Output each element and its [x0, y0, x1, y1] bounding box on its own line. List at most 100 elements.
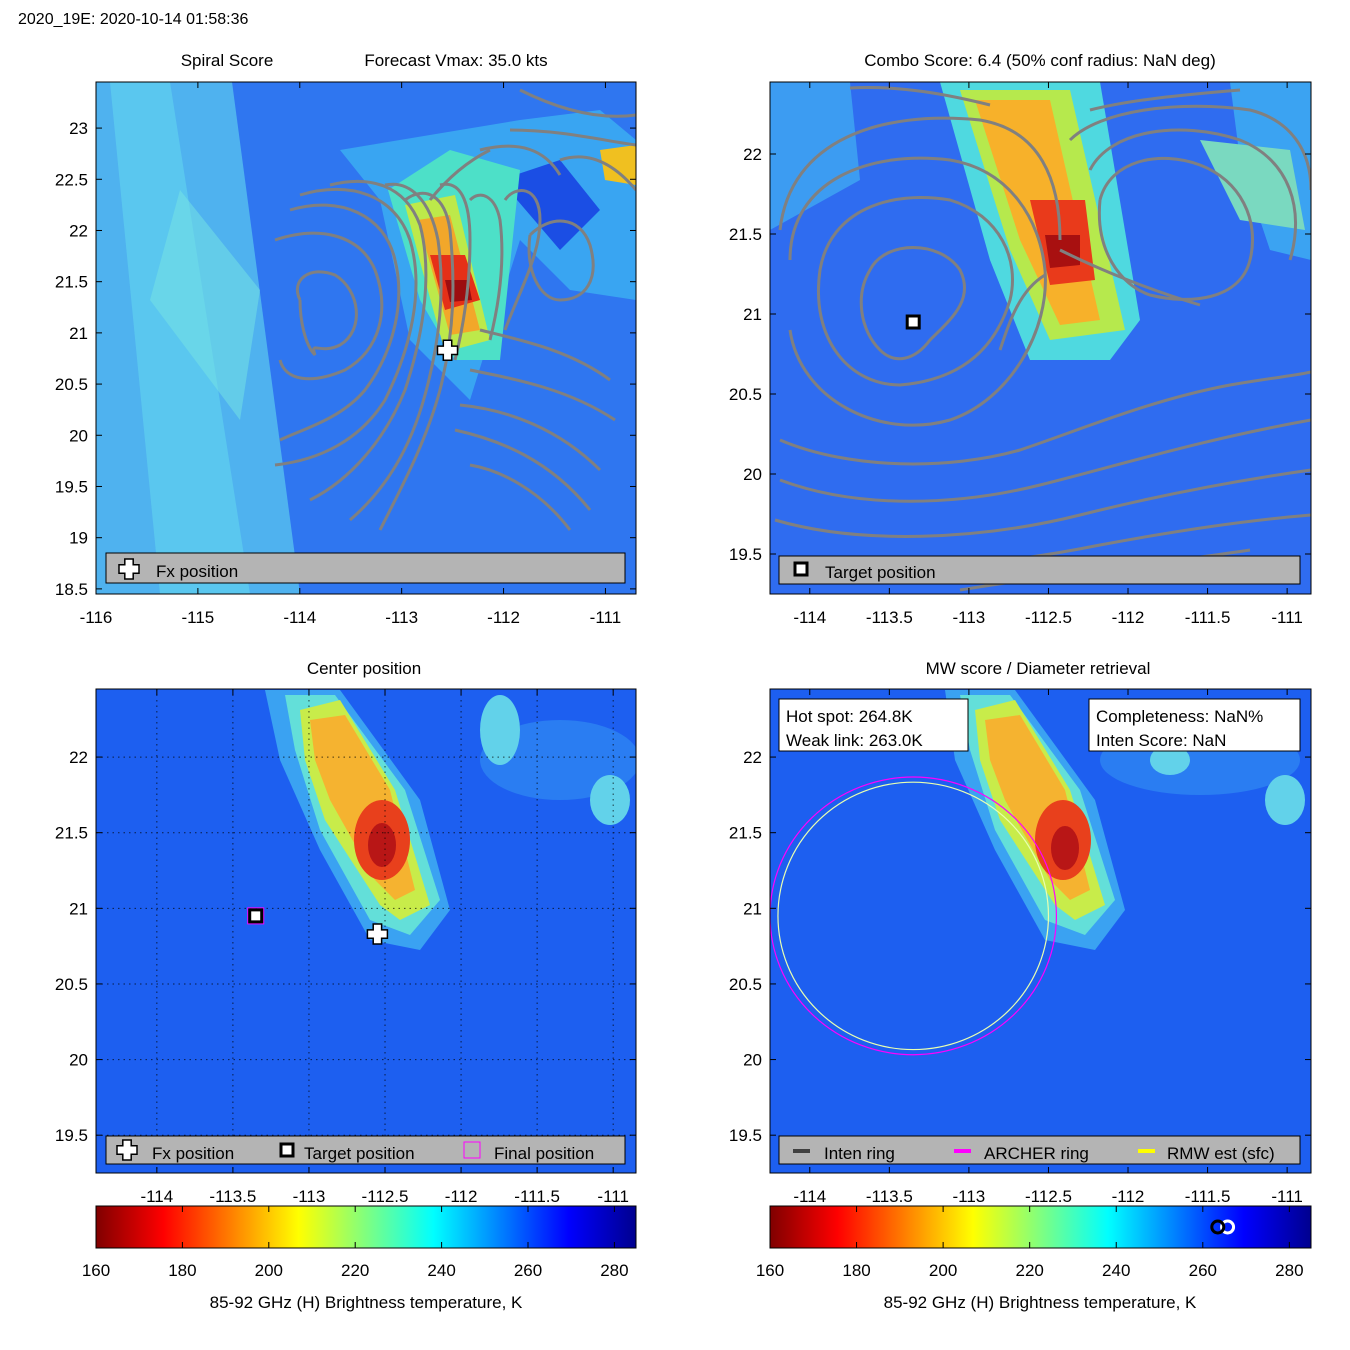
y-tick-label: 21: [69, 324, 88, 343]
center-legend-box: [105, 1135, 626, 1165]
y-tick-label: 18.5: [55, 580, 88, 599]
colorbar-tick-label: 220: [341, 1261, 369, 1280]
spiral-legend-fx-icon: [118, 558, 140, 580]
combo-contour-line: [849, 86, 991, 107]
mw-axes: -114 -113.5 -113 -112.5 -112 -111.5 -111 19.5 20…: [729, 689, 1311, 1206]
forecast-vmax-title: Forecast Vmax: 35.0 kts: [364, 51, 547, 70]
x-tick-label: -113.5: [866, 1187, 913, 1206]
y-tick-label: 20.5: [729, 975, 762, 994]
y-tick-label: 21.5: [55, 824, 88, 843]
colorbar-tick-label: 160: [82, 1261, 110, 1280]
legend-final-icon: [463, 1141, 481, 1159]
center-cyan-spot-right: [590, 775, 630, 825]
x-tick-label: -113.5: [866, 608, 913, 627]
combo-contour-line: [779, 370, 1311, 466]
target-square-marker: [248, 908, 264, 924]
mw-rings: [770, 776, 1057, 1056]
mw-hotspot-box: [778, 698, 969, 752]
spiral-title: Spiral Score: [181, 51, 274, 70]
colorbar-tick-label: 240: [1102, 1261, 1130, 1280]
mw-weak-link-label: Weak link: 263.0K: [786, 731, 923, 750]
combo-contour-line: [1088, 128, 1298, 261]
spiral-legend-fx-label: Fx position: [156, 562, 238, 581]
spiral-contour-line: [468, 193, 504, 341]
colorbar-right-gradient: [769, 1205, 1312, 1249]
colorbar-tick-label: 200: [929, 1261, 957, 1280]
spiral-contour-line: [428, 148, 491, 201]
x-tick-label: -111: [1271, 1187, 1303, 1206]
spiral-legend-box: [105, 552, 626, 584]
target-square-marker: [905, 314, 921, 330]
colorbar-left-label: 85-92 GHz (H) Brightness temperature, K: [210, 1293, 523, 1312]
mw-cyan-spot-top: [1150, 745, 1190, 775]
spiral-dry-band-inner: [150, 190, 260, 420]
combo-contour-line: [859, 246, 967, 361]
combo-light-area-left: [770, 82, 860, 230]
figure-title: 2020_19E: 2020-10-14 01:58:36: [18, 11, 249, 28]
x-tick-label: -112: [1112, 608, 1145, 627]
spiral-contour-line: [439, 182, 472, 361]
combo-light-green-right: [1200, 140, 1305, 230]
final-position-marker: [247, 907, 265, 925]
spiral-contour-line: [279, 203, 401, 442]
mw-completeness-box: [1088, 698, 1301, 752]
y-tick-label: 22: [743, 748, 762, 767]
combo-target-marker: [905, 314, 921, 330]
spiral-contour-line: [454, 428, 592, 511]
combo-contour-line: [774, 468, 1311, 538]
colorbar-left-ticks: 160 180 200 220 240 260 280: [82, 1206, 629, 1280]
center-legend-target-label: Target position: [304, 1144, 415, 1163]
center-axes-frame: [95, 688, 637, 1174]
fx-plus-marker: [366, 923, 389, 945]
x-tick-label: -114: [283, 608, 316, 627]
legend-plus-icon: [116, 1139, 138, 1161]
x-tick-label: -113: [293, 1187, 326, 1206]
spiral-contour-line: [469, 368, 616, 422]
combo-contour-line: [1068, 104, 1311, 191]
center-legend-fx-label: Fx position: [152, 1144, 234, 1163]
combo-legend-target-label: Target position: [825, 563, 936, 582]
y-tick-label: 19.5: [55, 1126, 88, 1145]
y-tick-label: 19: [69, 529, 88, 548]
spiral-contour-line: [274, 231, 384, 381]
combo-legend-box: [778, 555, 1301, 585]
y-tick-label: 21: [743, 899, 762, 918]
mw-band-core: [1051, 826, 1079, 870]
mw-hot-spot-label: Hot spot: 264.8K: [786, 707, 913, 726]
mw-cyan-spot-right: [1265, 775, 1305, 825]
archer-ring: [770, 776, 1057, 1056]
x-tick-label: -114: [140, 1187, 173, 1206]
colorbar-left-gradient: [95, 1205, 637, 1249]
y-tick-label: 22: [743, 145, 762, 164]
x-tick-label: -111.5: [514, 1187, 560, 1206]
x-tick-label: -114: [793, 608, 826, 627]
rmw-ring: [777, 781, 1050, 1051]
spiral-contour-line: [378, 191, 455, 531]
y-tick-label: 20.5: [55, 375, 88, 394]
combo-contour-line: [998, 273, 1046, 351]
spiral-contour-line: [503, 189, 542, 331]
spiral-contour-line: [459, 403, 602, 472]
y-tick-label: 20: [69, 1051, 88, 1070]
colorbar-right: 160 180 200 220 240 260 280 85-92 GHz (H) Brig…: [756, 1205, 1312, 1312]
y-tick-label: 23: [69, 119, 88, 138]
legend-plus-icon: [118, 558, 140, 580]
y-tick-label: 22.5: [55, 170, 88, 189]
colorbar-tick-label: 220: [1015, 1261, 1043, 1280]
colorbar-tick-label: 180: [842, 1261, 870, 1280]
fx-plus-marker: [436, 339, 459, 362]
combo-contour-line: [778, 116, 1062, 241]
weak-link-mark: [1210, 1219, 1226, 1235]
mw-title: MW score / Diameter retrieval: [926, 659, 1151, 678]
y-tick-label: 19.5: [55, 477, 88, 496]
mw-axes-frame: [769, 688, 1312, 1174]
spiral-contour-line: [349, 182, 443, 522]
center-title: Center position: [307, 659, 421, 678]
x-tick-label: -113.5: [209, 1187, 256, 1206]
spiral-axes: -116 -115 -114 -113 -112 -111 18.5 19 19.5 20 20.5…: [55, 82, 636, 627]
spiral-contour-line: [469, 463, 572, 531]
x-tick-label: -112: [445, 1187, 478, 1206]
hot-spot-mark: [1220, 1219, 1236, 1235]
x-tick-label: -111: [590, 608, 622, 627]
colorbar-tick-label: 180: [168, 1261, 196, 1280]
